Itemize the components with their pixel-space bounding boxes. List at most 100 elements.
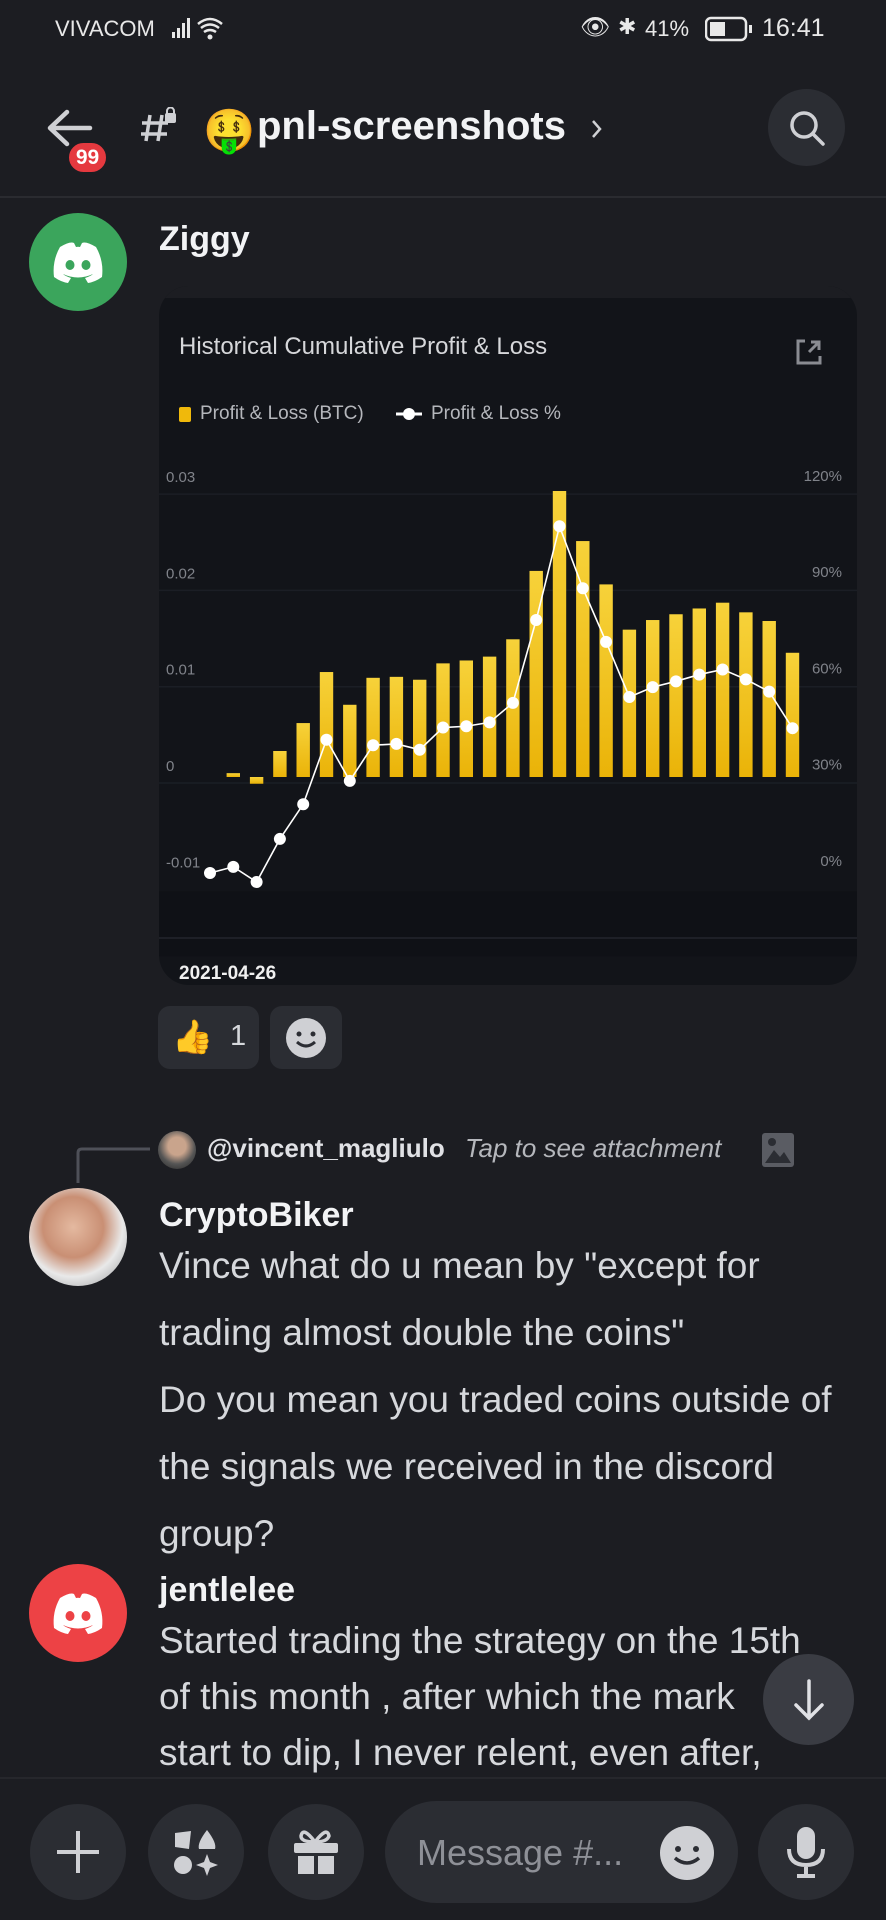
- chart-plot: 0.03 0.02 0.01 0 -0.01 120% 90% 60% 30% 0%: [159, 468, 857, 957]
- reaction-thumbs-up[interactable]: 👍 1: [158, 1006, 259, 1069]
- bar: [692, 608, 706, 777]
- left-tick-label: 0.02: [166, 565, 195, 582]
- line-point: [460, 720, 473, 733]
- microphone-icon: [787, 1827, 825, 1878]
- reply-connector: [76, 1147, 150, 1183]
- line-point: [763, 685, 776, 698]
- channel-title[interactable]: pnl-screenshots: [257, 104, 566, 148]
- bar: [319, 672, 334, 777]
- plus-icon: [57, 1831, 99, 1873]
- discord-logo-icon: [53, 1593, 103, 1634]
- line-point: [483, 716, 496, 729]
- gift-button[interactable]: [268, 1804, 364, 1900]
- scroll-to-bottom-button[interactable]: [763, 1654, 854, 1745]
- chart-attachment[interactable]: Historical Cumulative Profit & Loss Prof…: [159, 286, 857, 985]
- date-label: 2021-04-26: [179, 963, 277, 984]
- eye-icon: 👁: [580, 14, 611, 41]
- message-input[interactable]: Message #...: [385, 1801, 738, 1903]
- card-top-strip: [159, 286, 857, 298]
- hash-lock-icon: [141, 107, 176, 142]
- search-button[interactable]: [768, 89, 845, 166]
- line-point: [693, 668, 706, 681]
- right-tick-label: 0%: [820, 853, 842, 870]
- discord-logo-icon: [53, 242, 103, 283]
- reply-author[interactable]: @vincent_magliulo: [207, 1133, 445, 1163]
- left-tick-label: 0.03: [166, 469, 195, 486]
- apps-button[interactable]: [148, 1804, 244, 1900]
- line-point: [506, 696, 519, 709]
- bar: [366, 677, 380, 777]
- channel-header: 99 🤑 pnl-screenshots: [0, 60, 886, 198]
- line-point: [576, 582, 589, 595]
- emoji-picker-icon[interactable]: [659, 1825, 715, 1881]
- bar: [552, 490, 567, 777]
- message-text: Vince what do u mean by "except for: [159, 1245, 760, 1286]
- legend-bar-swatch: [179, 407, 191, 422]
- line-point: [553, 520, 566, 533]
- bar: [599, 584, 613, 777]
- bar: [669, 614, 683, 777]
- chevron-right-icon[interactable]: [590, 118, 604, 140]
- bar: [226, 773, 240, 777]
- line-point: [530, 614, 543, 627]
- line-point: [786, 722, 799, 735]
- bar: [343, 704, 357, 777]
- line-point: [297, 798, 310, 811]
- bar: [576, 541, 590, 777]
- image-icon: [762, 1133, 794, 1167]
- bar: [389, 676, 404, 777]
- bar: [459, 660, 473, 777]
- message-text: start to dip, I never relent, even after…: [159, 1732, 762, 1773]
- author-name[interactable]: CryptoBiker: [159, 1196, 354, 1234]
- line-point: [646, 681, 659, 694]
- reply-preview[interactable]: Tap to see attachment: [465, 1133, 722, 1163]
- right-tick-label: 30%: [812, 757, 842, 774]
- status-bar: VIVACOM 👁 ✱ 41% 16:41: [0, 0, 886, 60]
- voice-message-button[interactable]: [758, 1804, 854, 1900]
- carrier: VIVACOM: [55, 16, 155, 41]
- bar: [715, 602, 730, 777]
- right-tick-label: 90%: [812, 564, 842, 581]
- right-tick-label: 60%: [812, 660, 842, 677]
- line-point: [739, 673, 752, 686]
- add-reaction-button[interactable]: [270, 1006, 342, 1069]
- line-point: [716, 663, 729, 676]
- message-text: trading almost double the coins": [159, 1312, 685, 1353]
- gift-icon: [294, 1830, 338, 1874]
- back-arrow-icon[interactable]: [45, 108, 95, 148]
- bar: [413, 679, 427, 777]
- bar: [296, 723, 310, 777]
- clock: 16:41: [762, 14, 825, 42]
- signal-wifi-icon: [172, 17, 223, 40]
- bar: [762, 620, 776, 777]
- battery-icon: [705, 16, 752, 42]
- search-icon: [789, 110, 825, 146]
- legend-line-label: Profit & Loss %: [431, 403, 561, 424]
- avatar-cryptobiker[interactable]: [29, 1188, 127, 1286]
- reaction-count: 1: [230, 1020, 247, 1052]
- external-link-icon[interactable]: [795, 338, 823, 366]
- line-point: [250, 875, 263, 888]
- line-point: [320, 733, 333, 746]
- smiley-icon: [286, 1017, 326, 1058]
- bar: [622, 629, 637, 777]
- line-point: [204, 866, 216, 879]
- apps-icon: [174, 1830, 218, 1876]
- reply-avatar[interactable]: [158, 1131, 196, 1169]
- bar: [646, 620, 660, 777]
- legend-line-swatch: [396, 408, 422, 420]
- avatar-ziggy[interactable]: [29, 213, 127, 311]
- avatar-jentlelee[interactable]: [29, 1564, 127, 1662]
- bar: [785, 652, 800, 777]
- line-point: [273, 832, 286, 845]
- plot-bottom-band: [159, 891, 857, 957]
- add-attachment-button[interactable]: [30, 1804, 126, 1900]
- left-tick-label: 0.01: [166, 662, 195, 679]
- message-text: group?: [159, 1513, 275, 1554]
- message-text: Do you mean you traded coins outside of: [159, 1379, 832, 1420]
- line-point: [390, 737, 403, 750]
- unread-badge: 99: [66, 140, 109, 175]
- author-name[interactable]: Ziggy: [159, 220, 250, 258]
- author-name[interactable]: jentlelee: [159, 1571, 296, 1609]
- line-point: [227, 860, 240, 873]
